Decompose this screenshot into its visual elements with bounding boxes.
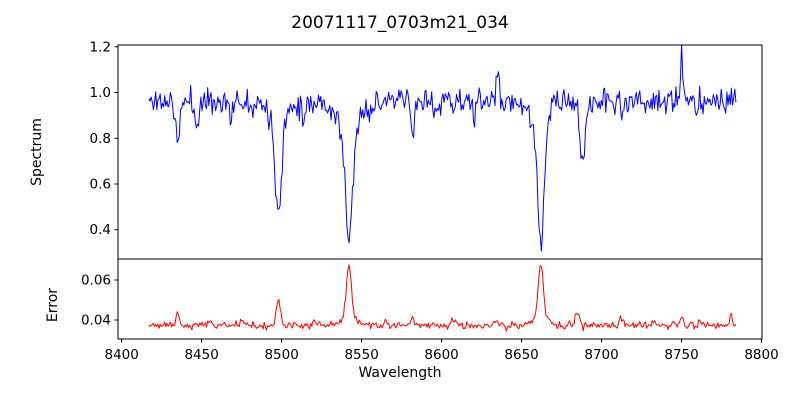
x-tick-label: 8600 bbox=[424, 347, 458, 363]
x-tick-label: 8500 bbox=[264, 347, 298, 363]
y-tick-label-error: 0.04 bbox=[81, 313, 111, 329]
chart-title: 20071117_0703m21_034 bbox=[291, 13, 509, 33]
error-axes bbox=[117, 258, 763, 340]
spectrum-axes bbox=[117, 44, 763, 260]
x-tick-label: 8800 bbox=[744, 347, 778, 363]
y-tick-label-spectrum: 1.2 bbox=[90, 39, 111, 55]
x-tick-label: 8400 bbox=[104, 347, 138, 363]
y-tick-label-spectrum: 0.8 bbox=[90, 131, 111, 147]
x-tick-label: 8550 bbox=[344, 347, 378, 363]
x-tick-label: 8650 bbox=[504, 347, 538, 363]
y-tick-label-spectrum: 1.0 bbox=[90, 85, 111, 101]
x-tick-label: 8700 bbox=[584, 347, 618, 363]
x-tick-label: 8450 bbox=[184, 347, 218, 363]
spectrum-line bbox=[148, 45, 737, 252]
y-tick-label-error: 0.06 bbox=[81, 273, 111, 289]
x-axis-label: Wavelength bbox=[358, 365, 442, 381]
x-tick-label: 8750 bbox=[664, 347, 698, 363]
y-tick-label-spectrum: 0.4 bbox=[90, 222, 111, 238]
y-tick-label-spectrum: 0.6 bbox=[90, 177, 111, 193]
error-line bbox=[148, 264, 737, 332]
